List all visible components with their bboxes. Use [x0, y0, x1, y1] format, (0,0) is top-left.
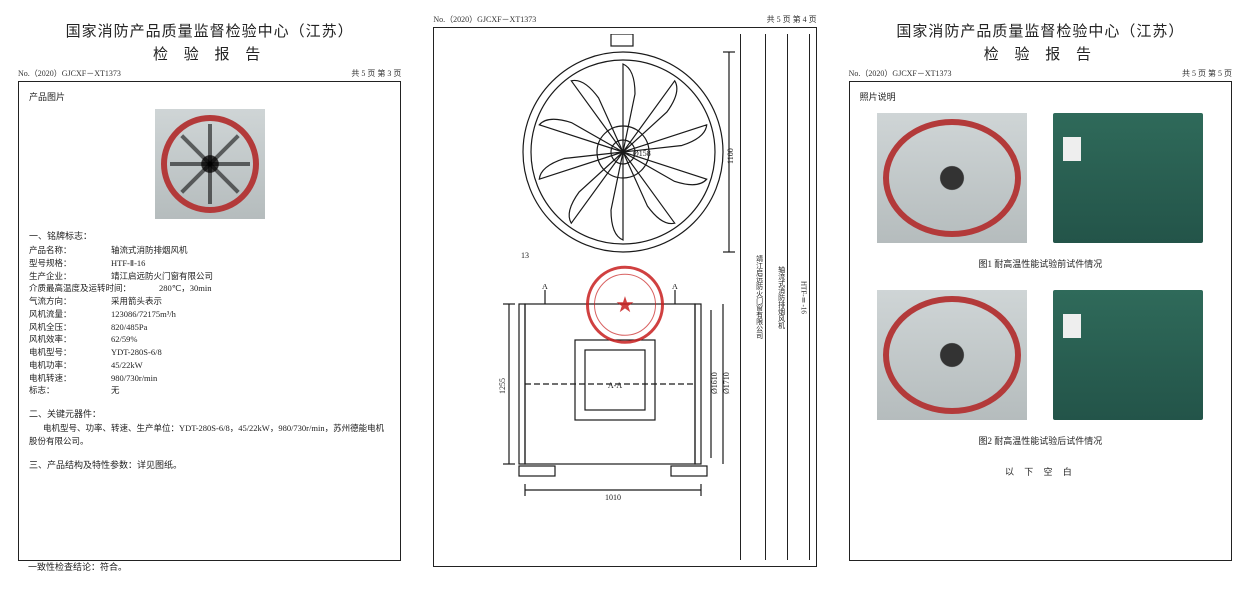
blank-below-note: 以 下 空 白: [860, 465, 1221, 478]
section3-heading: 三、产品结构及特性参数：详见图纸。: [29, 458, 390, 471]
after-photo-front: [877, 290, 1027, 420]
photo-section-label: 照片说明: [860, 90, 1221, 103]
spec-row: 标志：无: [29, 384, 390, 397]
caption-1: 图1 耐高温性能试验前试件情况: [860, 257, 1221, 270]
conclusion: 一致性检查结论：符合。: [28, 560, 127, 561]
before-photo-front: [877, 113, 1027, 243]
spec-row: 产品名称：轴流式消防排烟风机: [29, 244, 390, 257]
report-page-5: 国家消防产品质量监督检验中心（江苏） 检 验 报 告 No.（2020）GJCX…: [839, 8, 1242, 581]
dim-1100: 1100: [726, 148, 735, 164]
doc-meta-row: No.（2020）GJCXF－XT1373 共 5 页 第 4 页: [433, 14, 816, 25]
nameplate-icon: [1063, 314, 1081, 338]
report-page-4: No.（2020）GJCXF－XT1373 共 5 页 第 4 页 HTF-Ⅱ-…: [423, 8, 826, 581]
doc-no: No.（2020）GJCXF－XT1373: [18, 68, 121, 79]
page-indicator: 共 5 页 第 4 页: [767, 14, 817, 25]
before-photo-side: [1053, 113, 1203, 243]
dim-13: 13: [521, 251, 529, 260]
spec-row: 介质最高温度及运转时间：280℃，30min: [29, 282, 390, 295]
fan-blade: [210, 162, 250, 166]
stamp-star: ★: [615, 292, 635, 318]
drawing-frame: HTF-Ⅱ-16 轴流式消防排烟风机 靖江启远防火门窗有限公司: [433, 27, 816, 567]
spec-list: 产品名称：轴流式消防排烟风机 型号规格：HTF-Ⅱ-16 生产企业：靖江启远防火…: [29, 244, 390, 397]
report-title: 检 验 报 告: [18, 43, 401, 64]
fan-front-view: 1100 Ø158 13: [515, 34, 735, 264]
svg-text:A: A: [672, 284, 678, 291]
spec-row: 风机效率：62/59%: [29, 333, 390, 346]
doc-no: No.（2020）GJCXF－XT1373: [849, 68, 952, 79]
section-aa: A-A: [608, 381, 622, 390]
product-photo-label: 产品图片: [29, 90, 390, 103]
page-indicator: 共 5 页 第 5 页: [1182, 68, 1232, 79]
nameplate-icon: [1063, 137, 1081, 161]
title-block-company: 靖江启远防火门窗有限公司: [742, 34, 766, 560]
caption-2: 图2 耐高温性能试验后试件情况: [860, 434, 1221, 447]
spec-row: 电机型号：YDT-280S-6/8: [29, 346, 390, 359]
spec-row: 型号规格：HTF-Ⅱ-16: [29, 257, 390, 270]
dim-1710: Ø1710: [722, 372, 731, 394]
fan-blade: [208, 164, 212, 204]
section2-heading: 二、关键元器件：: [29, 407, 390, 420]
section1-heading: 一、铭牌标志：: [29, 229, 390, 242]
org-title: 国家消防产品质量监督检验中心（江苏）: [18, 20, 401, 41]
content-frame: 产品图片 一、铭牌标志： 产品名称：轴流式消防排烟风机 型号规格：HTF-Ⅱ-1…: [18, 81, 401, 561]
after-photo-side: [1053, 290, 1203, 420]
content-frame: 照片说明 图1 耐高温性能试验前试件情况 图2 耐高温性能试验后试件情况 以 下…: [849, 81, 1232, 561]
spec-row: 气流方向：采用箭头表示: [29, 295, 390, 308]
doc-meta-row: No.（2020）GJCXF－XT1373 共 5 页 第 5 页: [849, 68, 1232, 79]
title-block-product: 轴流式消防排烟风机: [766, 34, 788, 560]
dim-1610: Ø1610: [710, 372, 719, 394]
page-indicator: 共 5 页 第 3 页: [351, 68, 401, 79]
spec-row: 电机功率：45/22kW: [29, 359, 390, 372]
fan-blade: [170, 162, 210, 166]
dim-inner-dia: Ø158: [633, 149, 651, 158]
fan-blade: [208, 124, 212, 164]
doc-no: No.（2020）GJCXF－XT1373: [433, 14, 536, 25]
official-stamp-icon: ★: [586, 266, 664, 344]
title-block-model: HTF-Ⅱ-16: [788, 34, 810, 560]
spec-row: 风机全压：820/485Pa: [29, 321, 390, 334]
spec-row: 生产企业：靖江启远防火门窗有限公司: [29, 270, 390, 283]
section2-body: 电机型号、功率、转速、生产单位：YDT-280S-6/8，45/22kW，980…: [29, 422, 390, 448]
doc-meta-row: No.（2020）GJCXF－XT1373 共 5 页 第 3 页: [18, 68, 401, 79]
fan-rim: [883, 119, 1021, 237]
org-title: 国家消防产品质量监督检验中心（江苏）: [849, 20, 1232, 41]
report-page-3: 国家消防产品质量监督检验中心（江苏） 检 验 报 告 No.（2020）GJCX…: [8, 8, 411, 581]
report-title: 检 验 报 告: [849, 43, 1232, 64]
product-photo: [155, 109, 265, 219]
spec-row: 风机流量：123086/72175m³/h: [29, 308, 390, 321]
svg-text:A: A: [542, 284, 548, 291]
dim-1010: 1010: [605, 493, 621, 502]
fan-rim: [883, 296, 1021, 414]
drawing-title-block: HTF-Ⅱ-16 轴流式消防排烟风机 靖江启远防火门窗有限公司: [740, 34, 810, 560]
photo-grid: [860, 107, 1221, 249]
photo-grid-2: [860, 284, 1221, 426]
spec-row: 电机转速：980/730r/min: [29, 372, 390, 385]
dim-1255: 1255: [498, 378, 507, 394]
